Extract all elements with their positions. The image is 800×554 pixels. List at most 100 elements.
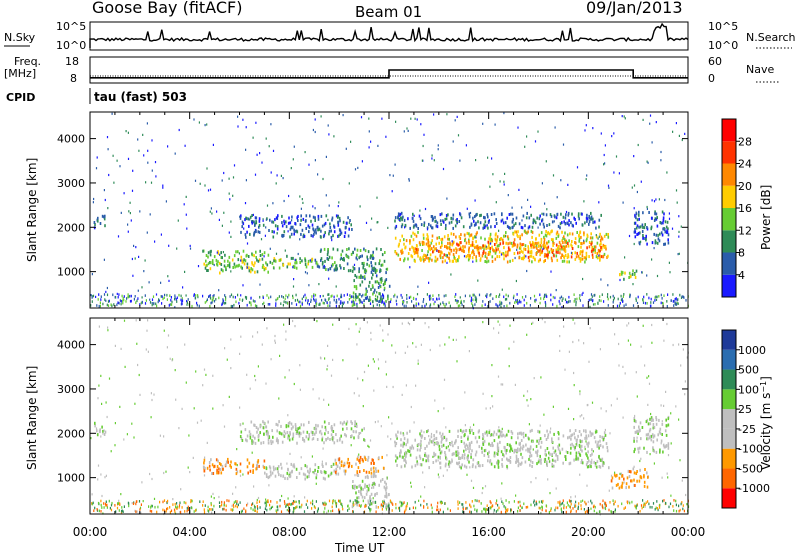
heatmap-cell [241,266,243,270]
heatmap-cell [654,217,657,221]
heatmap-cell [525,449,527,452]
heatmap-cell [647,422,650,426]
heatmap-cell [602,461,605,465]
heatmap-cell [442,474,444,477]
heatmap-cell [332,501,334,505]
heatmap-cell [443,407,445,410]
heatmap-cell [578,217,580,221]
heatmap-cell [222,251,224,254]
heatmap-cell [449,443,452,447]
heatmap-cell [510,241,513,245]
heatmap-cell [286,431,289,434]
heatmap-cell [368,130,370,133]
heatmap-cell [561,447,564,451]
heatmap-cell [591,246,593,250]
heatmap-cell [493,439,496,443]
heatmap-cell [574,218,576,221]
heatmap-cell [501,218,504,222]
heatmap-cell [294,222,296,225]
heatmap-cell [343,301,345,304]
heatmap-cell [499,433,502,437]
heatmap-cell [261,343,263,346]
heatmap-cell [559,251,561,255]
heatmap-cell [653,247,655,250]
heatmap-cell [191,506,193,510]
heatmap-cell [240,265,242,269]
heatmap-cell [190,500,192,504]
heatmap-cell [189,471,191,474]
heatmap-cell [155,302,157,306]
heatmap-cell [529,459,532,463]
heatmap-cell [560,295,563,299]
heatmap-cell [292,425,294,429]
heatmap-cell [395,442,398,445]
heatmap-cell [265,430,268,434]
heatmap-cell [424,486,426,489]
heatmap-cell [356,253,358,257]
heatmap-cell [498,250,501,254]
heatmap-cell [587,444,589,448]
heatmap-cell [223,302,225,305]
heatmap-cell [252,213,254,216]
heatmap-cell [236,502,238,505]
heatmap-cell [439,500,441,504]
heatmap-cell [101,425,103,429]
heatmap-cell [176,507,178,510]
heatmap-cell [594,293,596,297]
heatmap-cell [526,447,529,451]
heatmap-cell [613,473,616,477]
heatmap-cell [401,234,403,238]
heatmap-cell [174,294,176,297]
heatmap-cell [175,298,177,301]
heatmap-cell [338,216,341,220]
heatmap-cell [679,293,681,297]
heatmap-cell [587,500,589,503]
heatmap-cell [381,508,383,511]
heatmap-cell [218,218,220,221]
heatmap-cell [342,359,344,362]
heatmap-cell [502,238,504,242]
heatmap-cell [327,248,329,251]
heatmap-cell [583,342,585,345]
heatmap-cell [633,155,635,158]
heatmap-cell [263,255,265,258]
heatmap-cell [428,295,430,298]
heatmap-cell [153,302,155,305]
heatmap-cell [566,241,568,244]
heatmap-cell [525,216,528,220]
heatmap-cell [195,508,197,512]
heatmap-cell [383,281,386,285]
heatmap-cell [449,259,451,263]
heatmap-cell [630,479,632,483]
heatmap-cell [653,232,655,236]
heatmap-cell [91,273,93,276]
heatmap-cell [498,331,500,334]
heatmap-cell [493,508,495,512]
heatmap-cell [632,283,634,286]
heatmap-cell [369,296,371,299]
heatmap-cell [370,287,372,291]
heatmap-cell [651,141,653,144]
heatmap-cell [375,467,377,471]
heatmap-cell [359,293,361,296]
heatmap-cell [91,296,93,299]
heatmap-cell [92,294,95,298]
heatmap-cell [583,239,585,242]
heatmap-cell [370,140,372,143]
heatmap-cell [653,462,655,465]
heatmap-cell [511,449,513,452]
heatmap-cell [392,174,394,177]
heatmap-cell [340,253,342,257]
heatmap-cell [402,455,404,459]
heatmap-cell [114,444,116,447]
heatmap-cell [611,476,614,480]
heatmap-cell [565,300,568,304]
heatmap-cell [255,250,257,254]
heatmap-cell [244,218,246,222]
heatmap-cell [123,295,125,298]
heatmap-cell [613,171,615,174]
heatmap-cell [388,493,390,496]
heatmap-cell [519,448,521,451]
heatmap-cell [448,448,451,452]
heatmap-cell [210,301,212,305]
